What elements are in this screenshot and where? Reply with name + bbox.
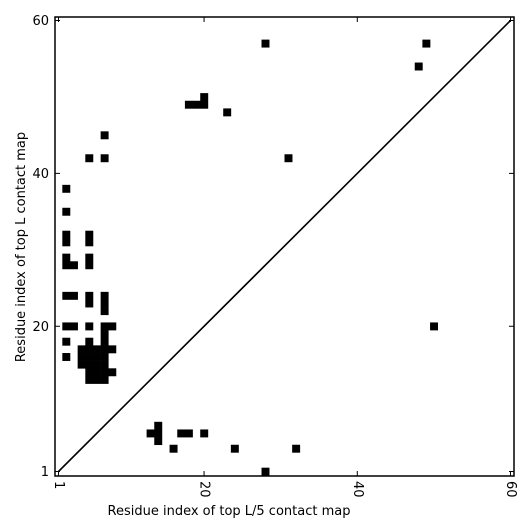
contact-cell-top-l bbox=[92, 345, 101, 354]
contact-cell-top-l bbox=[92, 368, 101, 377]
contact-cell-top-l bbox=[85, 368, 94, 377]
diagonal-line bbox=[57, 19, 512, 473]
contact-cell-top-l5 bbox=[154, 429, 163, 438]
contact-cell-top-l bbox=[85, 345, 94, 354]
contact-cell-top-l bbox=[92, 360, 101, 369]
contact-cell-top-l bbox=[85, 322, 94, 331]
contact-cell-top-l bbox=[69, 291, 78, 300]
contact-cell-top-l5 bbox=[169, 444, 178, 453]
contact-cell-top-l bbox=[85, 253, 94, 262]
plot-frame bbox=[54, 16, 515, 477]
contact-cell-top-l bbox=[200, 93, 209, 102]
x-tick-label: 40 bbox=[350, 481, 365, 498]
contact-cell-top-l bbox=[77, 360, 86, 369]
contact-cell-top-l bbox=[85, 261, 94, 270]
contact-cell-top-l bbox=[100, 345, 109, 354]
contact-cell-top-l bbox=[85, 291, 94, 300]
contact-cells bbox=[62, 39, 439, 476]
contact-cell-top-l bbox=[85, 375, 94, 384]
contact-cell-top-l bbox=[223, 108, 232, 117]
contact-cell-top-l5 bbox=[200, 429, 209, 438]
contact-cell-top-l bbox=[85, 230, 94, 239]
contact-cell-top-l bbox=[77, 345, 86, 354]
contact-cell-top-l bbox=[62, 291, 71, 300]
contact-cell-top-l5 bbox=[146, 429, 155, 438]
contact-cell-top-l bbox=[62, 207, 71, 216]
contact-cell-top-l bbox=[414, 62, 423, 71]
contact-cell-top-l bbox=[85, 360, 94, 369]
y-axis-label: Residue index of top L contact map bbox=[14, 132, 29, 362]
x-tick-label: 20 bbox=[197, 481, 212, 498]
contact-cell-top-l bbox=[100, 299, 109, 308]
y-tick-label: 1 bbox=[41, 465, 49, 480]
y-tick-label: 20 bbox=[32, 320, 49, 335]
contact-cell-top-l bbox=[62, 184, 71, 193]
contact-cell-top-l bbox=[100, 353, 109, 361]
contact-cell-top-l bbox=[108, 345, 117, 354]
contact-cell-top-l bbox=[62, 253, 71, 262]
contact-cell-top-l bbox=[100, 360, 109, 369]
contact-cell-top-l5 bbox=[184, 429, 193, 438]
contact-cell-top-l bbox=[85, 154, 94, 163]
contact-cell-top-l bbox=[69, 322, 78, 331]
contact-cell-top-l bbox=[85, 238, 94, 247]
contact-cell-top-l bbox=[100, 368, 109, 377]
contact-cell-top-l5 bbox=[261, 467, 270, 476]
x-tick-label: 1 bbox=[51, 481, 66, 489]
contact-cell-top-l bbox=[92, 353, 101, 361]
x-axis-label: Residue index of top L/5 contact map bbox=[108, 504, 351, 519]
contact-cell-top-l bbox=[62, 353, 71, 361]
contact-cell-top-l bbox=[77, 353, 86, 361]
contact-cell-top-l bbox=[62, 261, 71, 270]
contact-cell-top-l bbox=[85, 337, 94, 346]
axis-ticks: 1 20 40 60 1 20 40 60 bbox=[32, 14, 518, 498]
contact-cell-top-l5 bbox=[430, 322, 439, 331]
contact-cell-top-l bbox=[261, 39, 270, 48]
contact-cell-top-l5 bbox=[292, 444, 301, 453]
contact-cell-top-l bbox=[100, 154, 109, 163]
contact-cell-top-l bbox=[100, 307, 109, 316]
contact-cell-top-l bbox=[62, 238, 71, 247]
contact-cell-top-l bbox=[192, 100, 201, 109]
contact-cell-top-l bbox=[422, 39, 431, 48]
contact-cell-top-l bbox=[100, 330, 109, 339]
y-tick-label: 40 bbox=[32, 167, 49, 182]
contact-cell-top-l bbox=[62, 337, 71, 346]
contact-cell-top-l5 bbox=[154, 437, 163, 446]
contact-cell-top-l bbox=[100, 131, 109, 140]
contact-cell-top-l bbox=[69, 261, 78, 270]
contact-cell-top-l bbox=[62, 322, 71, 331]
contact-cell-top-l bbox=[100, 291, 109, 300]
x-tick-label: 60 bbox=[503, 481, 518, 498]
contact-cell-top-l bbox=[62, 230, 71, 239]
contact-cell-top-l bbox=[85, 353, 94, 361]
contact-cell-top-l bbox=[100, 337, 109, 346]
contact-cell-top-l bbox=[92, 375, 101, 384]
contact-cell-top-l bbox=[100, 322, 109, 331]
contact-cell-top-l bbox=[108, 368, 117, 377]
y-tick-label: 60 bbox=[32, 14, 49, 29]
contact-cell-top-l5 bbox=[177, 429, 186, 438]
contact-cell-top-l5 bbox=[230, 444, 239, 453]
contact-cell-top-l bbox=[184, 100, 193, 109]
contact-cell-top-l bbox=[100, 375, 109, 384]
contact-cell-top-l bbox=[284, 154, 293, 163]
contact-cell-top-l bbox=[85, 299, 94, 308]
contact-cell-top-l5 bbox=[154, 421, 163, 430]
contact-cell-top-l bbox=[108, 322, 117, 331]
contact-cell-top-l bbox=[200, 100, 209, 109]
